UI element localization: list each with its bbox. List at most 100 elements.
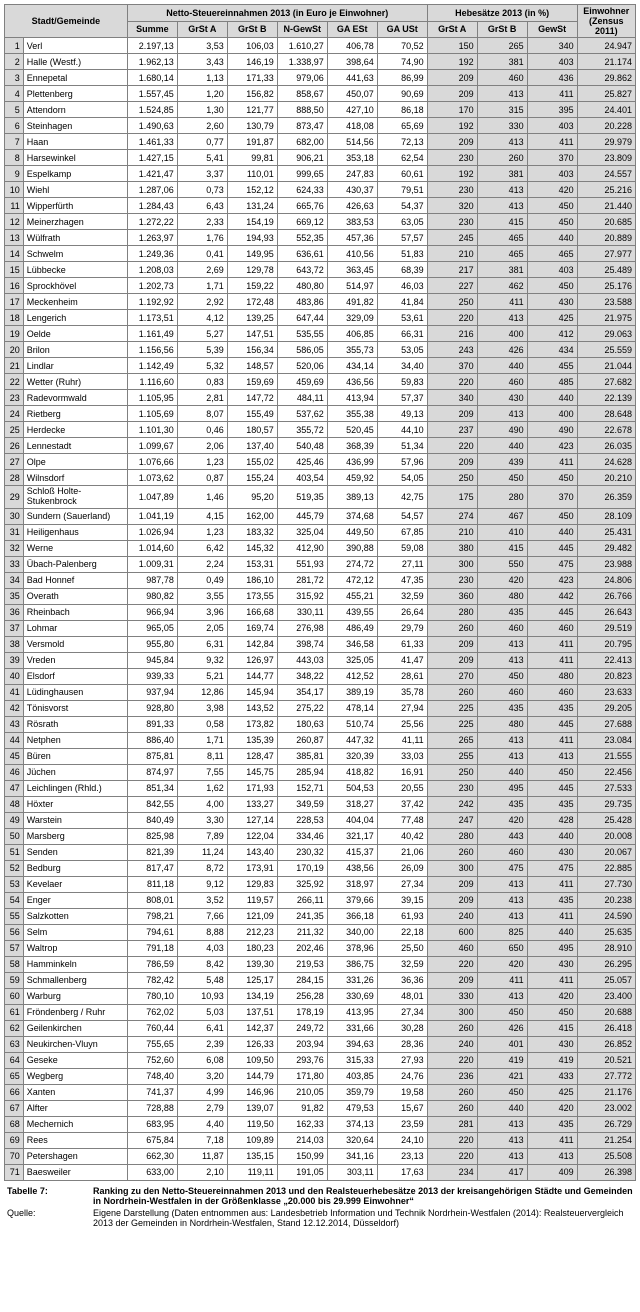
value-cell: 24.806: [577, 572, 635, 588]
value-cell: 274: [427, 508, 477, 524]
value-cell: 315,92: [277, 588, 327, 604]
value-cell: 1.610,27: [277, 38, 327, 54]
value-cell: 386,75: [327, 956, 377, 972]
value-cell: 20.795: [577, 636, 635, 652]
table-row: 47Leichlingen (Rhld.)851,341,62171,93152…: [5, 780, 636, 796]
rank-cell: 70: [5, 1148, 24, 1164]
table-row: 48Höxter842,554,00133,27349,59318,2737,4…: [5, 796, 636, 812]
col-grst-b: GrSt B: [227, 21, 277, 38]
table-row: 8Harsewinkel1.427,155,4199,81906,21353,1…: [5, 150, 636, 166]
rank-cell: 3: [5, 70, 24, 86]
value-cell: 440: [477, 764, 527, 780]
value-cell: 99,81: [227, 150, 277, 166]
value-cell: 786,59: [127, 956, 177, 972]
name-cell: Haan: [23, 134, 127, 150]
value-cell: 450: [527, 764, 577, 780]
value-cell: 1.105,95: [127, 390, 177, 406]
name-cell: Hamminkeln: [23, 956, 127, 972]
value-cell: 480: [527, 668, 577, 684]
value-cell: 25.508: [577, 1148, 635, 1164]
value-cell: 90,69: [377, 86, 427, 102]
value-cell: 440: [527, 924, 577, 940]
value-cell: 280: [427, 604, 477, 620]
value-cell: 28.109: [577, 508, 635, 524]
value-cell: 683,95: [127, 1116, 177, 1132]
value-cell: 139,30: [227, 956, 277, 972]
value-cell: 428: [527, 812, 577, 828]
value-cell: 435: [527, 1116, 577, 1132]
value-cell: 20.008: [577, 828, 635, 844]
value-cell: 11,24: [177, 844, 227, 860]
name-cell: Baesweiler: [23, 1164, 127, 1180]
value-cell: 460: [477, 844, 527, 860]
value-cell: 647,44: [277, 310, 327, 326]
table-row: 68Mechernich683,954,40119,50162,33374,13…: [5, 1116, 636, 1132]
table-row: 59Schmallenberg782,425,48125,17284,15331…: [5, 972, 636, 988]
rank-cell: 19: [5, 326, 24, 342]
value-cell: 6,43: [177, 198, 227, 214]
value-cell: 1,23: [177, 524, 227, 540]
value-cell: 1,76: [177, 230, 227, 246]
value-cell: 438,56: [327, 860, 377, 876]
value-cell: 1.047,89: [127, 486, 177, 509]
name-cell: Halle (Westf.): [23, 54, 127, 70]
name-cell: Lüdinghausen: [23, 684, 127, 700]
value-cell: 811,18: [127, 876, 177, 892]
value-cell: 1.284,43: [127, 198, 177, 214]
value-cell: 381: [477, 166, 527, 182]
name-cell: Wipperfürth: [23, 198, 127, 214]
value-cell: 480: [477, 588, 527, 604]
value-cell: 4,12: [177, 310, 227, 326]
value-cell: 126,97: [227, 652, 277, 668]
table-row: 71Baesweiler633,002,10119,11191,05303,11…: [5, 1164, 636, 1180]
value-cell: 430: [527, 1036, 577, 1052]
value-cell: 426: [477, 1020, 527, 1036]
table-row: 30Sundern (Sauerland)1.041,194,15162,004…: [5, 508, 636, 524]
name-cell: Wilnsdorf: [23, 470, 127, 486]
value-cell: 465: [477, 246, 527, 262]
value-cell: 51,34: [377, 438, 427, 454]
name-cell: Warburg: [23, 988, 127, 1004]
value-cell: 1,20: [177, 86, 227, 102]
rank-cell: 65: [5, 1068, 24, 1084]
value-cell: 430,37: [327, 182, 377, 198]
value-cell: 250: [427, 764, 477, 780]
value-cell: 8,07: [177, 406, 227, 422]
value-cell: 1.208,03: [127, 262, 177, 278]
table-row: 18Lengerich1.173,514,12139,25647,44329,0…: [5, 310, 636, 326]
value-cell: 450: [527, 470, 577, 486]
value-cell: 413: [477, 134, 527, 150]
value-cell: 741,37: [127, 1084, 177, 1100]
name-cell: Selm: [23, 924, 127, 940]
value-cell: 79,51: [377, 182, 427, 198]
value-cell: 217: [427, 262, 477, 278]
value-cell: 125,17: [227, 972, 277, 988]
name-cell: Fröndenberg / Ruhr: [23, 1004, 127, 1020]
value-cell: 150: [427, 38, 477, 54]
value-cell: 1.461,33: [127, 134, 177, 150]
value-cell: 22.413: [577, 652, 635, 668]
value-cell: 460: [477, 374, 527, 390]
value-cell: 413: [477, 652, 527, 668]
name-cell: Oelde: [23, 326, 127, 342]
value-cell: 23.084: [577, 732, 635, 748]
value-cell: 303,11: [327, 1164, 377, 1180]
rank-cell: 67: [5, 1100, 24, 1116]
table-row: 20Brilon1.156,565,39156,34586,05355,7353…: [5, 342, 636, 358]
value-cell: 483,86: [277, 294, 327, 310]
value-cell: 293,76: [277, 1052, 327, 1068]
value-cell: 255: [427, 748, 477, 764]
value-cell: 53,61: [377, 310, 427, 326]
colgroup-netto: Netto-Steuereinnahmen 2013 (in Euro je E…: [127, 5, 427, 22]
value-cell: 955,80: [127, 636, 177, 652]
value-cell: 227: [427, 278, 477, 294]
value-cell: 413: [477, 732, 527, 748]
value-cell: 491,82: [327, 294, 377, 310]
value-cell: 330,11: [277, 604, 327, 620]
table-row: 6Steinhagen1.490,632,60130,79873,47418,0…: [5, 118, 636, 134]
value-cell: 413: [477, 1148, 527, 1164]
value-cell: 225: [427, 700, 477, 716]
table-row: 27Olpe1.076,661,23155,02425,46436,9957,9…: [5, 454, 636, 470]
rank-cell: 63: [5, 1036, 24, 1052]
value-cell: 420: [527, 182, 577, 198]
